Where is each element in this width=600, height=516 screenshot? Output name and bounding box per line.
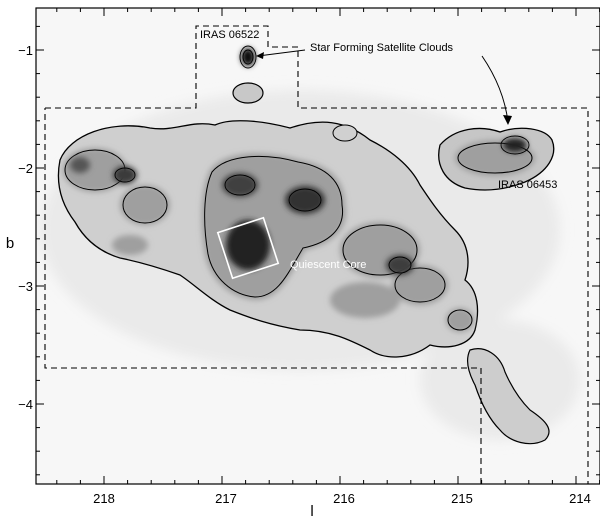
- annotation-arrows: [256, 49, 512, 125]
- x-tick-label: 216: [333, 491, 355, 506]
- x-tick-label: 214: [569, 491, 591, 506]
- x-tick-label: 218: [93, 491, 115, 506]
- x-axis-title: l: [310, 503, 313, 516]
- label-satellite-clouds: Star Forming Satellite Clouds: [310, 42, 454, 54]
- cloud-emission: [40, 45, 580, 445]
- label-iras-06453: IRAS 06453: [498, 179, 557, 191]
- survey-boundary: [44, 25, 589, 484]
- dense-cores: [70, 48, 527, 275]
- x-tick-labels: 218 217 216 215 214: [93, 491, 591, 506]
- axes-frame: [35, 7, 600, 485]
- y-tick-label: −2: [18, 161, 33, 176]
- x-tick-label: 217: [215, 491, 237, 506]
- y-tick-labels: −1 −2 −3 −4: [18, 43, 33, 412]
- quiescent-core-box: [216, 216, 280, 280]
- x-tick-label: 215: [451, 491, 473, 506]
- y-tick-label: −4: [18, 397, 33, 412]
- y-axis-title: b: [6, 235, 14, 252]
- label-quiescent-core: Quiescent Core: [290, 259, 366, 271]
- label-iras-06522: IRAS 06522: [200, 29, 259, 41]
- y-tick-label: −1: [18, 43, 33, 58]
- y-tick-label: −3: [18, 279, 33, 294]
